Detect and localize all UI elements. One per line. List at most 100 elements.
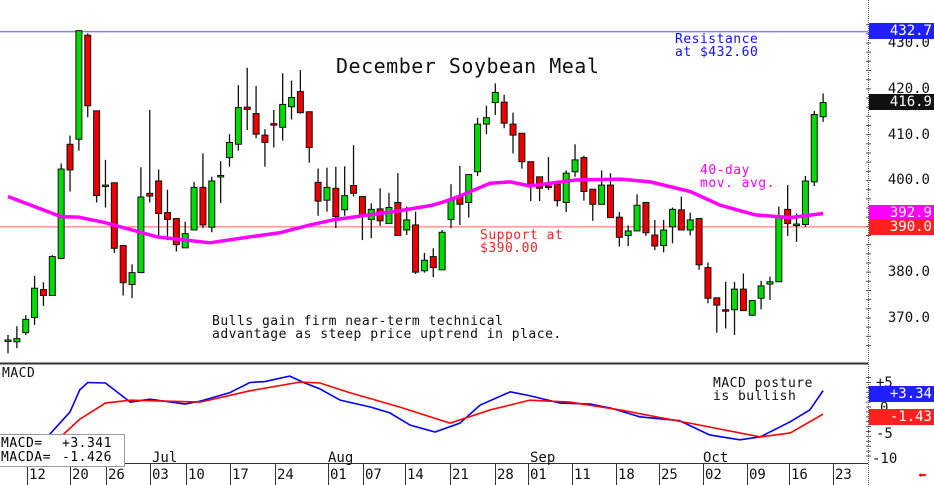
macd-value-box: +3.34 (869, 386, 934, 402)
candle (642, 201, 650, 236)
candle-body (757, 285, 765, 299)
candle-body (243, 106, 251, 110)
candle (376, 188, 384, 226)
candle (13, 326, 21, 349)
candle (615, 212, 623, 247)
candle-body (642, 201, 650, 234)
candle-body (155, 180, 163, 214)
candle-body (686, 219, 694, 231)
candle (713, 297, 721, 333)
candle-body (553, 183, 561, 202)
candle-body (314, 181, 322, 202)
month-label: Oct (703, 450, 729, 466)
day-label: 14 (407, 467, 424, 483)
candle (633, 194, 641, 232)
macd-value: +3.341 (62, 436, 112, 451)
candle (358, 196, 366, 241)
candle (731, 281, 739, 335)
macd-commentary: MACD posture is bullish (713, 376, 813, 404)
candle (624, 225, 632, 247)
candle (252, 86, 260, 139)
candle-body (57, 168, 65, 259)
candle (66, 135, 74, 192)
day-label: 23 (835, 467, 852, 483)
macd-label: MACD= (1, 436, 43, 451)
candle-body (669, 208, 676, 228)
candle-body (403, 219, 411, 231)
candle-body (810, 113, 818, 183)
candle (190, 181, 198, 231)
day-label: 12 (29, 467, 46, 483)
candle (208, 176, 216, 233)
candle-body (500, 101, 508, 124)
day-label: 25 (661, 467, 678, 483)
candle-body (39, 289, 47, 297)
candle (739, 273, 747, 312)
candle (119, 245, 127, 296)
candle-body (819, 102, 827, 118)
candle-body (48, 256, 56, 297)
candle (22, 315, 30, 335)
candle-body (146, 192, 154, 197)
candle (562, 170, 570, 213)
candle (757, 280, 765, 310)
candle-body (385, 207, 393, 225)
candle-body (93, 110, 101, 197)
candle (810, 110, 818, 186)
candle-body (199, 186, 207, 226)
day-label: 03 (152, 467, 169, 483)
candle (491, 83, 499, 115)
candle-body (217, 174, 225, 178)
resistance-price-box: 432.7 (869, 23, 934, 39)
candle-body (341, 195, 349, 211)
candle-body (447, 199, 455, 220)
last-price-box: 416.9 (869, 94, 934, 110)
candle (722, 281, 730, 329)
candle-body (633, 204, 641, 232)
candle (447, 184, 455, 229)
candle-body (544, 185, 552, 188)
candle-body (66, 143, 74, 171)
candle (234, 85, 242, 151)
macda-value-box: -1.43 (869, 409, 934, 425)
candle-body (562, 172, 570, 203)
candle-body (190, 186, 198, 231)
month-label: Sep (530, 450, 556, 466)
candle-body (429, 256, 437, 269)
candle (288, 80, 296, 120)
candle (801, 175, 809, 227)
candle (128, 264, 136, 299)
candle (4, 334, 12, 354)
candle (270, 109, 278, 148)
support-annotation: Support at $390.00 (480, 228, 564, 256)
scroll-left-arrow-icon[interactable]: ⬅ (918, 468, 927, 484)
candle-body (660, 229, 668, 247)
candle (394, 173, 402, 236)
candle (686, 212, 694, 236)
day-label: 28 (497, 467, 514, 483)
candle-body (226, 141, 233, 159)
candle (695, 218, 703, 270)
y-tick: 430.0 (887, 35, 930, 51)
candle-body (128, 272, 136, 286)
candle (677, 196, 685, 231)
candle (155, 169, 163, 238)
candle (553, 183, 561, 207)
day-label: 17 (232, 467, 249, 483)
candle (314, 168, 322, 216)
ma-price-box: 392.9 (869, 205, 934, 221)
candle (403, 206, 411, 236)
macd-values-box: MACD= +3.341 MACDA= -1.426 (0, 434, 125, 467)
candle (651, 219, 659, 251)
candle (261, 129, 269, 167)
candle-body (234, 107, 242, 145)
candle (509, 112, 517, 154)
candle (323, 167, 331, 212)
day-label: 07 (365, 467, 382, 483)
candle-body (288, 97, 296, 108)
candle (48, 255, 56, 297)
chart-title: December Soybean Meal (336, 54, 600, 78)
macda-label: MACDA= (1, 450, 51, 465)
candle-body (358, 196, 366, 216)
candle (438, 229, 446, 271)
